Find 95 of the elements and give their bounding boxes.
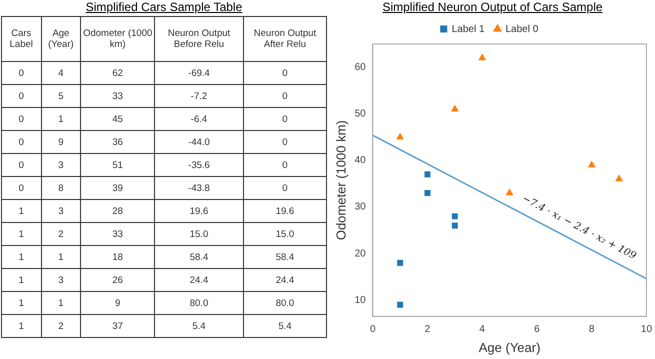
text: 0 [2,130,42,154]
text: 80.0 [154,292,244,314]
annotation: −7.4 · x₁ − 2.4 · x₂ + 109 [520,193,638,262]
text: 80.0 [243,292,326,314]
text: -44.0 [154,130,244,154]
point [424,190,430,196]
text: 3 [41,200,81,222]
x-axis-title: Age (Year) [478,340,540,355]
x-tick-label: 2 [424,324,431,336]
y-tick-label: 40 [354,155,366,166]
text: 18 [80,246,155,268]
text: -43.8 [154,176,244,200]
text: 2 [41,222,81,246]
text: 5.4 [154,314,244,338]
text: Odometer (1000 km) [80,16,155,62]
text: 9 [80,292,155,314]
text: 24.4 [154,268,244,292]
text: 5 [41,84,81,108]
text: 58.4 [243,246,326,268]
point [452,213,458,220]
text: 9 [41,130,81,154]
point [451,105,458,112]
text: 3 [41,154,81,176]
text: 0 [2,154,42,176]
text: -7.2 [154,84,244,108]
y-tick-label: 20 [354,248,366,260]
text: Cars Label [2,16,42,62]
legend-label: Label 0 [506,24,539,35]
text: 1 [2,314,42,338]
text: 1 [41,246,81,268]
x-tick-label: 4 [479,324,486,336]
x-tick-label: 8 [588,324,595,336]
text: 45 [80,108,155,130]
text: 36 [80,130,155,154]
text: 15.0 [154,222,244,246]
text: 37 [80,314,155,338]
text: 1 [2,292,42,314]
y-tick-label: 60 [354,62,366,74]
x-tick-label: 6 [534,324,540,336]
text: 0 [2,108,42,130]
text: 0 [243,62,326,84]
text: 8 [41,176,81,200]
y-tick-label: 10 [354,294,366,306]
text: Simplified Cars Sample Table [84,0,244,14]
text: 51 [80,154,155,176]
text: 0 [243,84,326,108]
text: 0 [243,154,326,176]
text: 0 [243,130,326,154]
x-tick-label: 0 [370,324,376,336]
x-tick-label: 10 [640,324,652,336]
text: 26 [80,268,155,292]
text: 1 [41,292,81,314]
point [506,189,514,196]
point [397,260,404,266]
text: -35.6 [154,154,244,176]
text: -69.4 [154,62,244,84]
y-tick-label: 30 [354,202,366,213]
text: 33 [80,84,155,108]
y-axis-title: Odometer (1000 km) [333,120,348,240]
point [397,302,404,308]
text: 1 [2,268,42,292]
text: 1 [2,222,42,246]
text: Neuron Output Before Relu [154,16,244,62]
text: 0 [243,176,326,200]
text: 0 [2,62,42,84]
text: 28 [80,200,155,222]
text: 33 [80,222,155,246]
point [396,133,404,140]
text: 5.4 [243,314,326,338]
text: 0 [2,176,42,200]
point [452,222,458,229]
text: 0 [2,84,42,108]
chart-title: Simplified Neuron Output of Cars Sample [381,0,604,14]
text: 19.6 [243,200,326,222]
text: 62 [80,62,155,84]
text: -6.4 [154,108,244,130]
text: 19.6 [154,200,244,222]
legend-label: Label 1 [452,24,485,35]
text: 39 [80,176,155,200]
text: 3 [41,268,81,292]
text: Neuron Output After Relu [243,16,326,62]
text: 58.4 [154,246,244,268]
text: 4 [41,62,81,84]
point [424,171,430,178]
point [616,175,623,182]
text: Age (Year) [41,16,81,62]
text: 1 [2,200,42,222]
point [588,161,596,168]
text: 15.0 [243,222,326,246]
y-tick-label: 50 [354,108,366,120]
text: 0 [243,108,326,130]
text: 24.4 [243,268,326,292]
text: 1 [2,246,42,268]
text: 1 [41,108,81,130]
point [478,54,486,60]
